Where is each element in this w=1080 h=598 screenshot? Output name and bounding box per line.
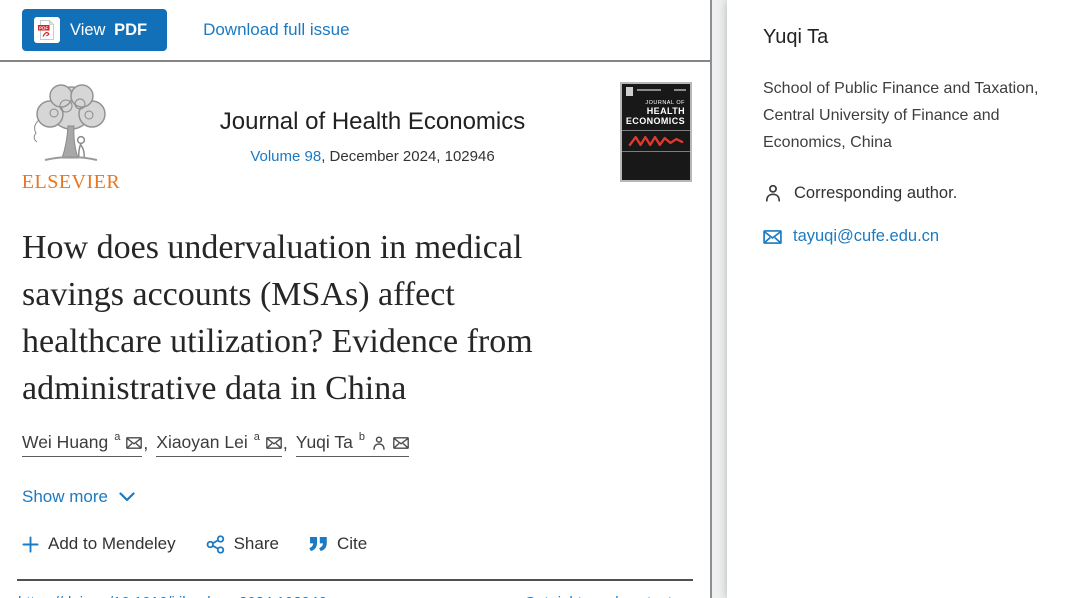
author-email-link[interactable]: tayuqi@cufe.edu.cn <box>793 227 940 245</box>
cite-quotes-icon <box>309 536 327 552</box>
add-to-mendeley-button[interactable]: Add to Mendeley <box>22 534 176 554</box>
issue-info: , December 2024, 102946 <box>321 148 495 165</box>
author-list: Wei Huang a , Xiaoyan Lei a , <box>0 431 710 457</box>
elsevier-wordmark: ELSEVIER <box>21 171 121 193</box>
share-button[interactable]: Share <box>206 534 279 554</box>
corresponding-author-row: Corresponding author. <box>763 183 1058 203</box>
cover-logo-mark <box>626 87 633 96</box>
author-link-xiaoyan-lei[interactable]: Xiaoyan Lei a <box>156 431 282 457</box>
footer-divider <box>17 579 693 581</box>
elsevier-logo[interactable]: ELSEVIER <box>17 82 125 194</box>
author-details-popover: Yuqi Ta School of Public Finance and Tax… <box>727 0 1080 598</box>
doi-rights-bar: https://doi.org/10.1016/j.jhealeco.2024.… <box>0 581 710 598</box>
author-email-row: tayuqi@cufe.edu.cn <box>763 227 1058 246</box>
view-pdf-label: View PDF <box>70 20 148 39</box>
pdf-icon: PDF <box>34 17 60 43</box>
chevron-down-icon <box>119 492 135 502</box>
cover-masthead <box>625 87 687 97</box>
view-pdf-button[interactable]: PDF View PDF <box>22 9 168 51</box>
popover-author-name: Yuqi Ta <box>763 26 829 48</box>
article-main-panel: PDF View PDF Download full issue <box>0 0 712 598</box>
author-link-wei-huang[interactable]: Wei Huang a <box>22 431 143 457</box>
envelope-icon <box>265 436 282 449</box>
download-full-issue-link[interactable]: Download full issue <box>203 20 350 39</box>
heartbeat-zigzag-icon <box>628 135 684 147</box>
volume-link[interactable]: Volume 98 <box>250 148 322 165</box>
share-icon <box>206 534 224 554</box>
popover-affiliation: School of Public Finance and Taxation, C… <box>763 80 1039 151</box>
svg-text:PDF: PDF <box>39 25 48 30</box>
action-bar: Add to Mendeley Share <box>0 534 710 554</box>
article-title: How does undervaluation in medical savin… <box>22 229 533 407</box>
person-icon <box>765 184 781 202</box>
elsevier-tree-icon <box>33 84 106 161</box>
cite-button[interactable]: Cite <box>309 534 367 554</box>
cover-zigzag-band <box>622 130 690 152</box>
journal-title-link[interactable]: Journal of Health Economics <box>219 108 526 135</box>
journal-cover-thumbnail[interactable]: JOURNAL OF HEALTH ECONOMICS <box>620 82 692 182</box>
plus-icon <box>22 535 39 553</box>
show-more-button[interactable]: Show more <box>0 487 157 507</box>
author-link-yuqi-ta[interactable]: Yuqi Ta b <box>295 431 409 457</box>
cover-title-text: JOURNAL OF HEALTH ECONOMICS <box>625 100 685 126</box>
doi-link[interactable]: https://doi.org/10.1016/j.jhealeco.2024.… <box>18 594 343 598</box>
get-rights-link[interactable]: Get rights and content <box>524 594 688 598</box>
envelope-icon <box>763 229 782 244</box>
envelope-icon <box>393 436 409 449</box>
envelope-icon <box>126 436 143 449</box>
journal-header: ELSEVIER Journal of Health Economics Vol… <box>0 62 710 194</box>
journal-title-block: Journal of Health Economics Volume 98, D… <box>125 82 620 165</box>
volume-issue-line: Volume 98, December 2024, 102946 <box>125 148 620 165</box>
toolbar: PDF View PDF Download full issue <box>0 0 710 62</box>
person-icon <box>373 435 385 450</box>
